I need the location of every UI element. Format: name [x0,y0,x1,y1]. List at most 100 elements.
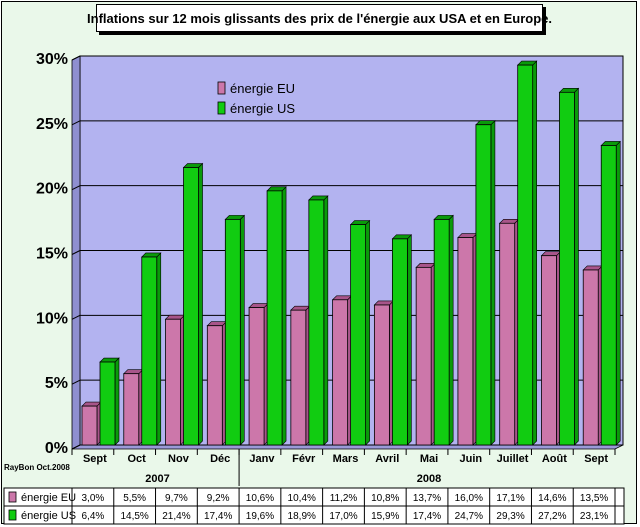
bar-front [541,255,557,446]
table-cell: 10,4% [288,493,316,504]
bar-us [600,140,621,446]
bar-front [123,373,140,446]
table-row-label: énergie EU [21,492,76,504]
bar-us [224,214,246,446]
bar-side [574,87,579,446]
x-tick-label: Sept [584,453,608,465]
table-cell: 17,4% [204,511,232,522]
bar-front [373,304,390,446]
x-tick-label: Janv [249,453,275,465]
table-swatch-eu [8,491,17,503]
bar-eu [164,314,186,446]
bar-us [349,219,371,446]
table-cell: 18,9% [288,511,316,522]
bar-eu [331,295,353,446]
table-cell: 23,1% [580,511,608,522]
bar-eu [206,320,228,446]
bar-side [281,186,287,446]
bar-side [323,195,329,446]
bar-us [558,87,580,446]
legend-label: énergie EU [230,81,295,96]
bar-us [516,60,538,446]
bar-eu [415,262,436,446]
plot-floor [71,444,624,450]
table-cell: 11,2% [330,493,358,504]
bar-front [332,299,349,446]
x-tick-label: Déc [210,453,230,465]
table-row-label: énergie US [21,510,76,522]
bar-us [182,162,204,446]
legend: énergie EU énergie US [217,81,295,116]
bar-side [240,214,245,446]
bar-eu [81,401,102,446]
y-tick-label: 5% [45,375,68,392]
table-cell: 13,5% [580,493,608,504]
x-tick-label: Mai [420,453,438,465]
bar-front [81,405,98,446]
gridline-depth [71,120,81,126]
bar-side [365,219,370,446]
bar-us [99,357,120,446]
bar-side [615,140,621,446]
bar-front [457,237,474,446]
x-tick-label: Nov [168,453,190,465]
table-cell: 10,6% [246,493,274,504]
gridline-depth [71,314,81,320]
bar-front [475,124,492,446]
bar-front [350,224,367,446]
bar-front [183,167,199,446]
table-cell: 29,3% [496,511,524,522]
table-cell: 21,4% [162,511,190,522]
table-swatch-us [8,509,17,521]
bar-front [391,238,408,446]
bar-eu [540,250,562,446]
bar-front [206,325,223,446]
bar-front [165,318,181,446]
y-tick-label: 10% [36,310,68,327]
x-tick-label: Févr [292,453,316,465]
bar-us [475,119,496,446]
legend-label: énergie US [230,101,295,116]
y-tick-label: 30% [36,51,68,68]
table-cell: 9,2% [207,493,230,504]
bar-front [99,361,116,446]
bar-us [266,186,287,446]
bar-us [308,195,329,446]
bar-side [198,162,203,446]
y-tick-label: 20% [36,181,68,198]
table-cell: 24,7% [455,511,483,522]
y-tick-label: 15% [36,246,68,263]
bar-side [114,357,120,446]
bar-front [600,145,617,446]
bar-side [532,60,537,446]
bar-eu [457,232,478,446]
bar-front [308,199,325,446]
year-label: 2008 [417,473,441,485]
x-tick-label: Oct [127,453,146,465]
x-tick-label: Mars [333,453,359,465]
bar-eu [498,218,520,446]
table-cell: 5,5% [123,493,146,504]
gridline-depth [71,379,81,385]
bar-front [433,218,450,446]
bar-front [141,256,158,446]
y-tick-label: 25% [36,116,68,133]
table-cell: 19,6% [246,511,274,522]
legend-swatch-eu [217,81,226,95]
bar-eu [290,305,311,446]
bar-us [141,252,162,446]
table-cell: 16,0% [455,493,483,504]
bar-eu [248,302,269,446]
x-tick-label: Avril [375,453,399,465]
x-tick-label: Août [542,453,567,465]
bar-side [156,252,162,446]
table-cell: 10,8% [371,493,399,504]
table-cell: 17,1% [496,493,524,504]
bar-front [499,222,516,446]
year-label: 2007 [145,473,169,485]
bar-side [448,214,454,446]
table-cell: 14,5% [120,511,148,522]
chart-title: Inflations sur 12 mois glissants des pri… [87,4,552,32]
table-cell: 6,4% [81,511,104,522]
